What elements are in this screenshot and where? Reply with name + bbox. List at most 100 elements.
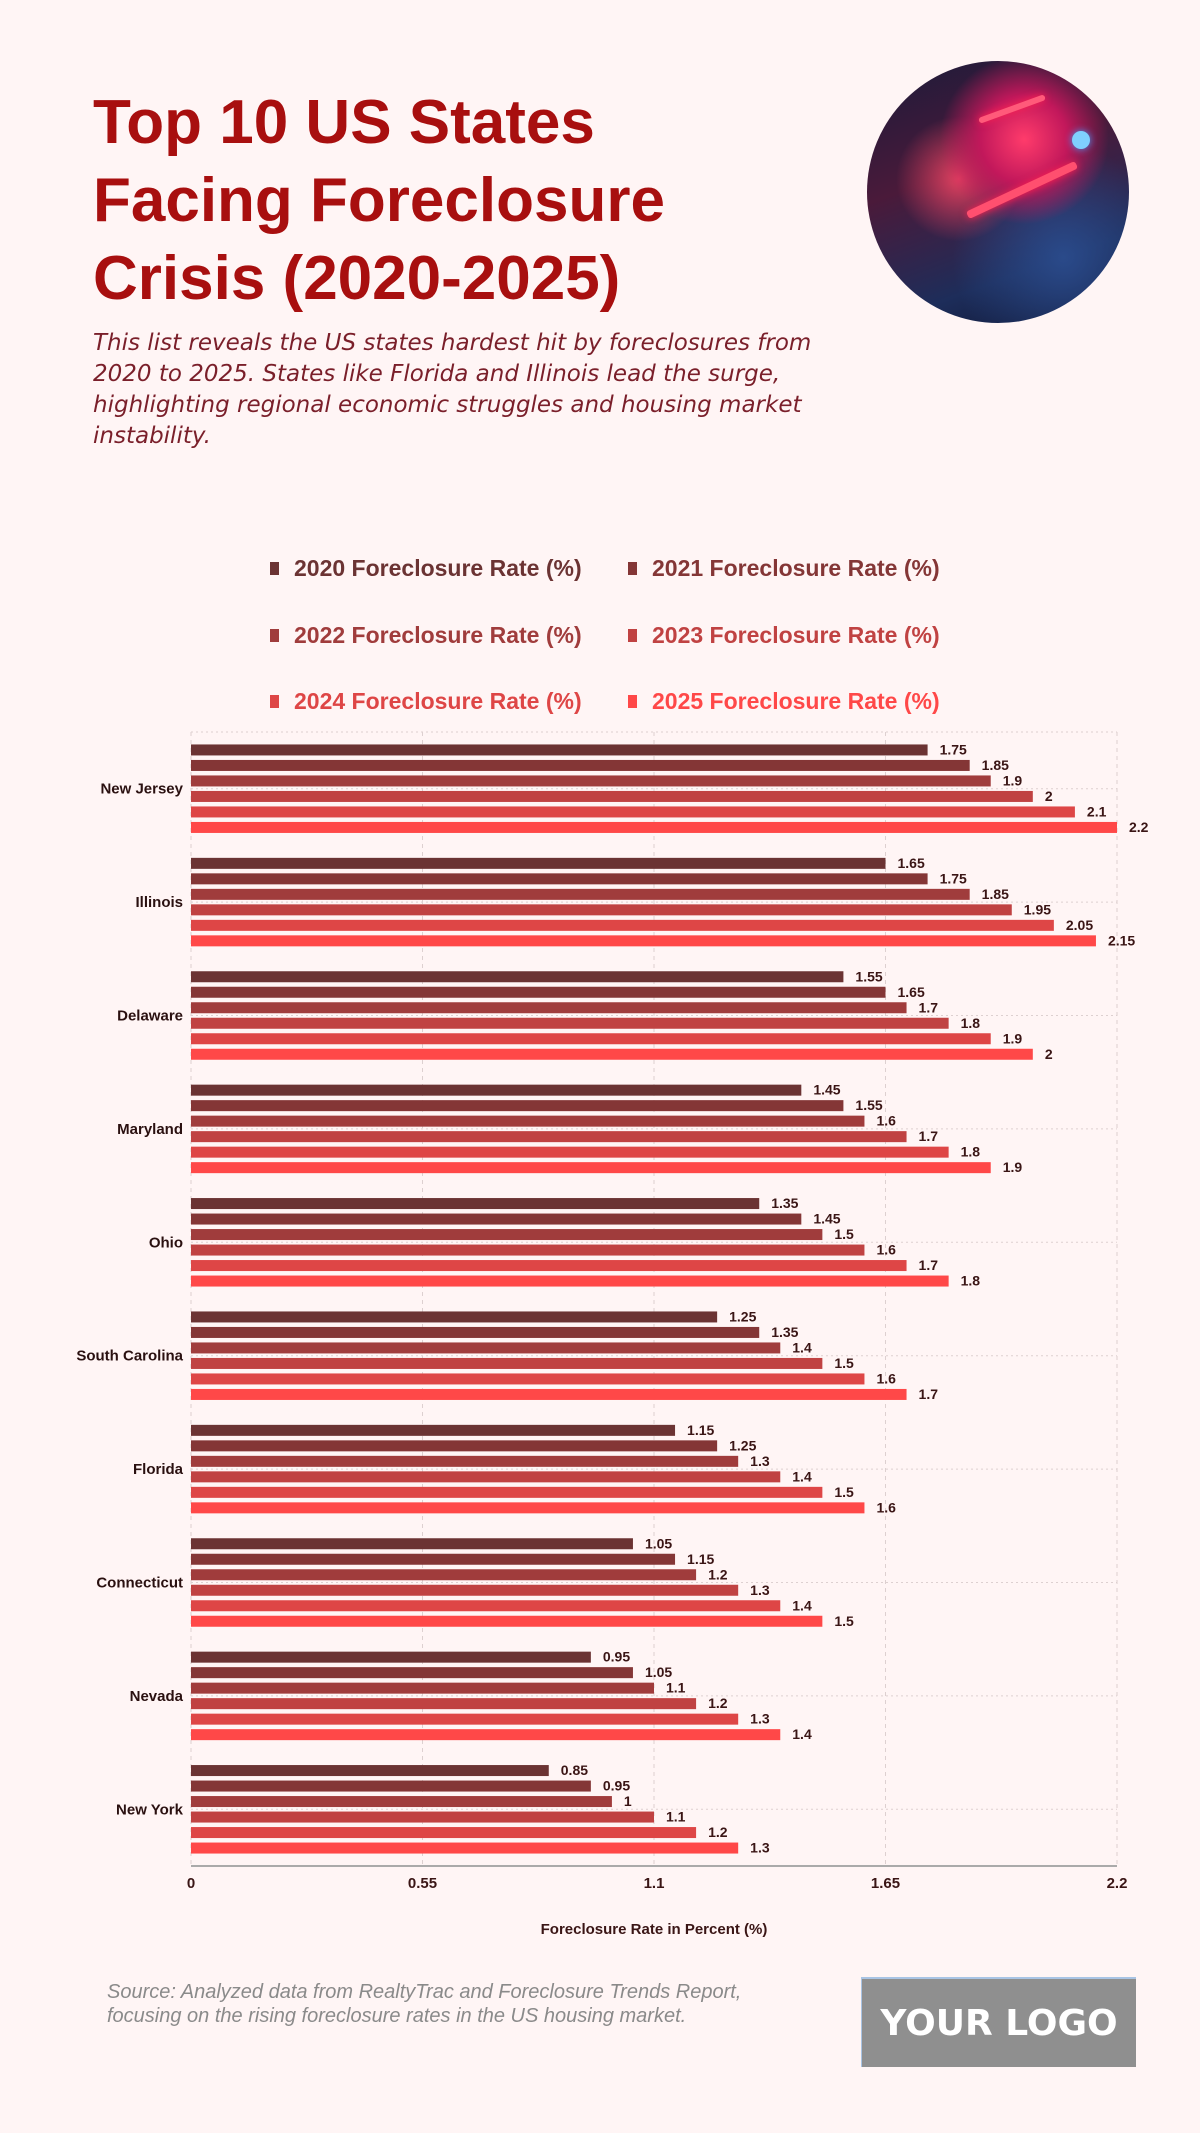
bar-value-label: 1.15 xyxy=(687,1422,714,1438)
bar xyxy=(191,1017,949,1029)
bar xyxy=(191,1569,697,1581)
bar-value-label: 1.7 xyxy=(919,1257,939,1273)
bar xyxy=(191,1811,654,1823)
header-photo xyxy=(867,61,1129,323)
bar xyxy=(191,1146,949,1158)
bar xyxy=(191,857,886,869)
bar-value-label: 1.4 xyxy=(792,1468,812,1484)
bar-value-label: 1.7 xyxy=(919,1386,939,1402)
legend-label: 2024 Foreclosure Rate (%) xyxy=(294,688,582,714)
bar-value-label: 2 xyxy=(1045,1046,1053,1062)
bar-value-label: 1.7 xyxy=(919,999,939,1015)
bar xyxy=(191,1229,823,1241)
bar xyxy=(191,744,928,756)
bar-value-label: 1.65 xyxy=(898,855,925,871)
bar-value-label: 1.9 xyxy=(1003,1159,1023,1175)
bar-value-label: 2 xyxy=(1045,788,1053,804)
legend-marker xyxy=(270,695,279,708)
bar-value-label: 0.95 xyxy=(603,1778,630,1794)
bar-value-label: 1.5 xyxy=(834,1226,854,1242)
bar xyxy=(191,1667,633,1679)
bar xyxy=(191,904,1012,916)
category-label: South Carolina xyxy=(76,1348,183,1365)
bar xyxy=(191,1311,718,1323)
bar xyxy=(191,821,1117,833)
bar-value-label: 1.5 xyxy=(834,1613,854,1629)
bar xyxy=(191,935,1096,947)
bar xyxy=(191,873,928,885)
bar-value-label: 1.95 xyxy=(1024,901,1051,917)
bar-value-label: 2.2 xyxy=(1129,819,1149,835)
bar xyxy=(191,1842,739,1854)
bar xyxy=(191,1115,865,1127)
bar xyxy=(191,1584,739,1596)
bar-value-label: 1.9 xyxy=(1003,772,1023,788)
logo-placeholder: YOUR LOGO xyxy=(861,1977,1136,2067)
legend-item: 2021 Foreclosure Rate (%) xyxy=(628,555,940,582)
bar xyxy=(191,971,844,983)
bar-value-label: 1.35 xyxy=(771,1195,798,1211)
category-label: Nevada xyxy=(130,1688,184,1705)
bar xyxy=(191,1486,823,1498)
bar-value-label: 1.2 xyxy=(708,1824,728,1840)
legend-item: 2020 Foreclosure Rate (%) xyxy=(270,555,582,582)
bar xyxy=(191,1260,907,1272)
bar-value-label: 0.85 xyxy=(561,1762,588,1778)
bar-value-label: 1.3 xyxy=(750,1711,770,1727)
category-label: New York xyxy=(116,1801,184,1818)
legend-item: 2025 Foreclosure Rate (%) xyxy=(628,688,940,715)
legend-marker xyxy=(270,629,279,642)
bar-value-label: 1.4 xyxy=(792,1339,812,1355)
legend-label: 2025 Foreclosure Rate (%) xyxy=(652,688,940,714)
bar-value-label: 1.45 xyxy=(813,1211,840,1227)
bar-value-label: 1.05 xyxy=(645,1664,672,1680)
neon-sign-decoration xyxy=(1072,131,1090,149)
bar xyxy=(191,1553,676,1565)
bar-value-label: 1 xyxy=(624,1793,632,1809)
bar-value-label: 1.45 xyxy=(813,1082,840,1098)
bar xyxy=(191,1100,844,1112)
bar-value-label: 1.3 xyxy=(750,1840,770,1856)
bar-value-label: 1.6 xyxy=(876,1242,896,1258)
bar xyxy=(191,1729,781,1741)
bar-value-label: 1.05 xyxy=(645,1535,672,1551)
bar-value-label: 1.9 xyxy=(1003,1030,1023,1046)
bar-value-label: 1.8 xyxy=(961,1015,981,1031)
bar-value-label: 1.6 xyxy=(876,1113,896,1129)
bar-value-label: 1.65 xyxy=(898,984,925,1000)
legend-marker xyxy=(628,562,637,575)
x-tick-label: 0.55 xyxy=(408,1875,437,1892)
category-label: New Jersey xyxy=(100,781,183,798)
bar-value-label: 1.75 xyxy=(940,741,967,757)
bar-value-label: 1.2 xyxy=(708,1566,728,1582)
bar xyxy=(191,1471,781,1483)
bar xyxy=(191,1033,991,1045)
source-note: Source: Analyzed data from RealtyTrac an… xyxy=(107,1981,742,2027)
bar xyxy=(191,775,991,787)
bar xyxy=(191,1275,949,1287)
legend-label: 2021 Foreclosure Rate (%) xyxy=(652,555,940,581)
bar xyxy=(191,1765,549,1777)
bar xyxy=(191,1827,697,1839)
bar xyxy=(191,1682,654,1694)
bar xyxy=(191,1780,591,1792)
bar xyxy=(191,919,1054,931)
bar-value-label: 1.8 xyxy=(961,1273,981,1289)
bar xyxy=(191,1357,823,1369)
bar xyxy=(191,806,1075,818)
bar-value-label: 1.15 xyxy=(687,1551,714,1567)
bar-value-label: 1.75 xyxy=(940,870,967,886)
bar-value-label: 1.85 xyxy=(982,886,1009,902)
bar xyxy=(191,1424,676,1436)
bar xyxy=(191,888,970,900)
bar xyxy=(191,1213,802,1225)
bar-value-label: 1.25 xyxy=(729,1437,756,1453)
bar xyxy=(191,1440,718,1452)
legend-item: 2022 Foreclosure Rate (%) xyxy=(270,622,582,649)
bar-value-label: 1.1 xyxy=(666,1680,686,1696)
bar xyxy=(191,1538,633,1550)
bar xyxy=(191,1651,591,1663)
category-label: Illinois xyxy=(135,894,183,911)
bar-value-label: 1.35 xyxy=(771,1324,798,1340)
